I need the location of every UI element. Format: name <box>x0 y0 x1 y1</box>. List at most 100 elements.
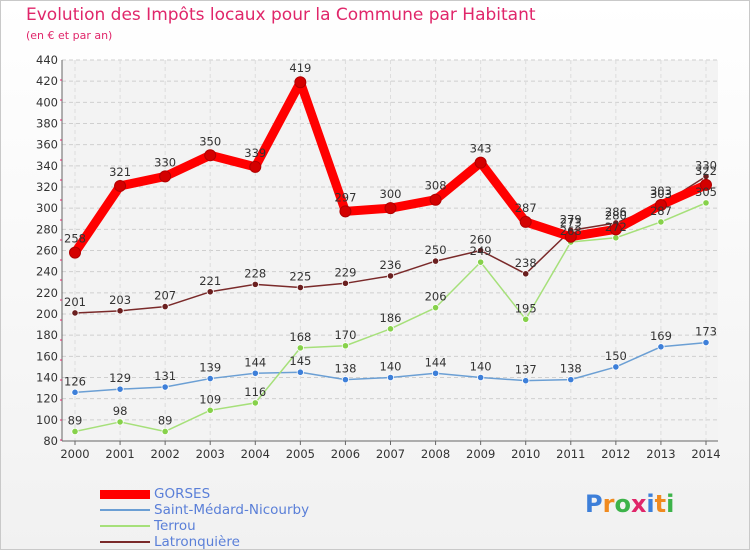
y-tick-label: 400 <box>36 95 58 109</box>
data-label: 144 <box>425 355 447 369</box>
data-label: 170 <box>334 328 356 342</box>
data-label: 350 <box>199 134 221 148</box>
data-point <box>429 193 442 206</box>
x-tick-label: 2012 <box>601 447 630 461</box>
legend-label-saint-medard-nicourby: Saint-Médard-Nicourby <box>154 502 310 518</box>
data-point <box>431 304 440 312</box>
y-tick-label: 220 <box>36 286 58 300</box>
data-point <box>71 388 79 396</box>
data-point <box>206 288 214 296</box>
y-tick-label: 200 <box>36 307 58 321</box>
data-label: 201 <box>64 295 86 309</box>
legend-label-terrou: Terrou <box>154 518 196 534</box>
data-label: 260 <box>470 233 492 247</box>
data-point <box>251 399 259 407</box>
data-label: 250 <box>425 243 447 257</box>
data-point <box>654 198 667 211</box>
y-tick-label: 100 <box>36 413 58 427</box>
data-label: 330 <box>695 158 717 172</box>
data-label: 206 <box>425 290 447 304</box>
data-point <box>474 156 487 169</box>
x-tick-label: 2008 <box>421 447 450 461</box>
data-label: 137 <box>515 363 537 377</box>
data-label: 305 <box>695 185 717 199</box>
series-saint-medard-nicourby <box>71 338 710 396</box>
data-point <box>700 178 712 191</box>
y-tick-label: 180 <box>36 328 58 342</box>
data-label: 273 <box>560 216 582 230</box>
data-point <box>69 246 81 259</box>
data-point <box>114 179 127 192</box>
x-tick-label: 2013 <box>646 447 675 461</box>
data-label: 303 <box>650 184 672 198</box>
data-point <box>251 280 259 288</box>
data-label: 109 <box>199 392 221 406</box>
data-label: 139 <box>199 361 221 375</box>
y-tick-label: 80 <box>43 434 58 448</box>
y-tick-label: 420 <box>36 74 58 88</box>
y-tick-labels: 80 100 120 140 160 180 200 220 240 260 280 300 320 34… <box>36 53 58 448</box>
data-point <box>384 202 397 215</box>
data-point <box>71 427 79 436</box>
logo-letter: t <box>654 490 667 518</box>
x-tick-label: 2006 <box>331 447 360 461</box>
legend-swatch-latronquiere <box>100 541 150 543</box>
data-point <box>206 406 214 414</box>
data-point <box>161 383 169 391</box>
data-label: 195 <box>515 301 537 315</box>
data-point <box>116 418 124 426</box>
y-tick-label: 260 <box>36 244 58 258</box>
legend-swatch-terrou <box>100 525 150 527</box>
x-tick-label: 2010 <box>511 447 540 461</box>
data-point <box>296 344 304 352</box>
data-point <box>206 374 214 383</box>
data-label: 280 <box>605 208 627 222</box>
data-label: 297 <box>334 190 356 204</box>
x-tick-label: 2003 <box>196 447 225 461</box>
y-tick-label: 300 <box>36 201 58 215</box>
y-tick-label: 140 <box>36 371 58 385</box>
data-point <box>294 76 307 89</box>
data-point <box>477 258 485 266</box>
data-label: 169 <box>650 329 672 343</box>
data-point <box>431 257 440 265</box>
x-tick-label: 2005 <box>286 447 315 461</box>
legend-item-gorses: GORSES <box>96 486 416 502</box>
legend-label-latronquiere: Latronquière <box>154 534 240 550</box>
data-label: 138 <box>560 362 582 376</box>
y-tick-label: 380 <box>36 117 58 131</box>
proxiti-logo: Proxiti <box>585 490 674 518</box>
chart-subtitle: (en € et par an) <box>26 29 113 42</box>
data-point <box>251 369 259 377</box>
data-point <box>386 373 395 382</box>
data-label: 140 <box>470 360 492 374</box>
data-point <box>159 170 172 183</box>
legend-swatch-saint-medard-nicourby <box>100 509 150 511</box>
data-point <box>567 376 575 384</box>
y-tick-label: 440 <box>36 53 58 67</box>
logo-letter: x <box>630 490 647 518</box>
data-point <box>116 307 124 315</box>
data-point <box>702 199 710 207</box>
y-tick-label: 280 <box>36 222 58 236</box>
data-point <box>341 342 350 350</box>
data-label: 321 <box>109 165 131 179</box>
data-point <box>204 149 217 162</box>
series-terrou <box>71 199 710 436</box>
logo-letter: o <box>614 490 631 518</box>
data-label: 131 <box>154 369 176 383</box>
data-point <box>609 223 622 236</box>
data-label: 339 <box>244 146 266 160</box>
data-point <box>296 283 304 292</box>
data-label: 186 <box>380 311 402 325</box>
chart-title: Evolution des Impôts locaux pour la Comm… <box>26 5 536 25</box>
data-label: 145 <box>289 354 311 368</box>
legend-item-saint-medard-nicourby: Saint-Médard-Nicourby <box>96 502 416 518</box>
x-tick-label: 2007 <box>376 447 405 461</box>
data-point <box>71 309 79 317</box>
data-label: 168 <box>289 330 311 344</box>
data-point <box>522 315 530 323</box>
data-point <box>296 368 304 376</box>
data-label: 89 <box>68 413 83 427</box>
data-point <box>161 302 169 311</box>
